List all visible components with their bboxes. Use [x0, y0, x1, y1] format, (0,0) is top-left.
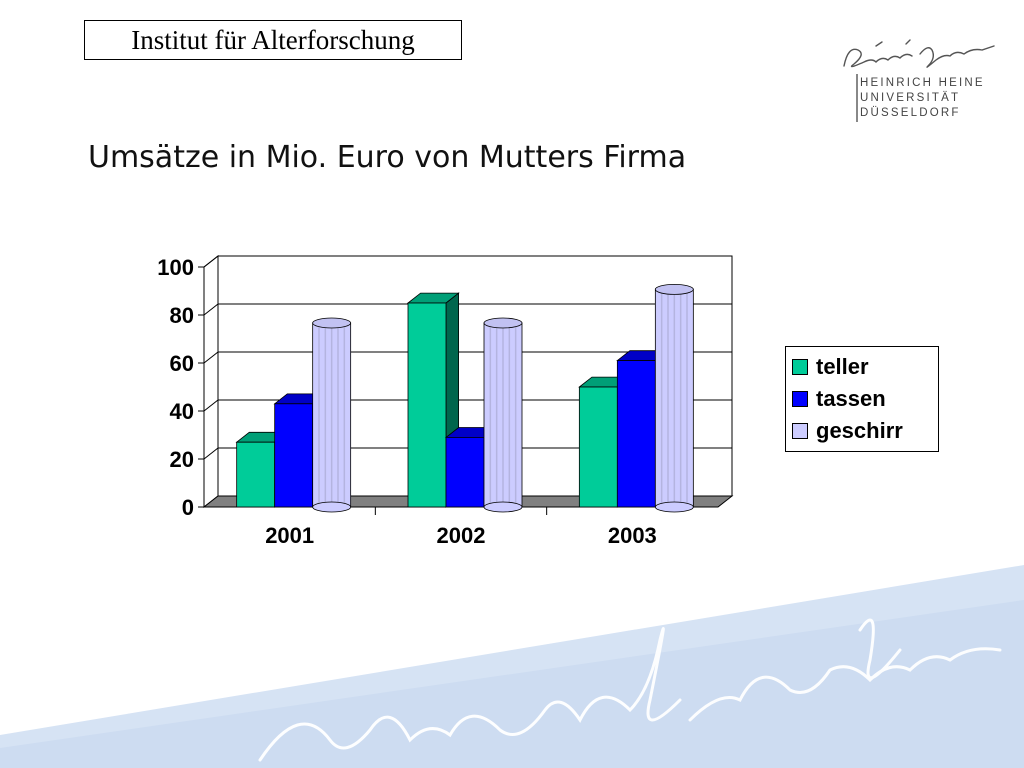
institute-label: Institut für Alterforschung [131, 25, 415, 55]
y-tick-label: 60 [170, 351, 194, 376]
legend-swatch-tassen [792, 391, 808, 407]
gridline-side [203, 303, 219, 316]
legend-label-geschirr: geschirr [816, 418, 903, 443]
legend-swatch-teller [792, 359, 808, 375]
gridline-side [203, 447, 219, 460]
bar-tassen-2002 [445, 436, 485, 508]
y-tick-label: 100 [157, 255, 194, 280]
y-tick-label: 80 [170, 303, 194, 328]
bar-cylinder-base [483, 501, 523, 513]
gridline-side [203, 255, 219, 268]
bar-cylinder-top [654, 284, 694, 295]
legend-item-teller: teller [792, 351, 938, 383]
bar-tassen-2003 [616, 360, 656, 508]
y-tick-label: 20 [170, 447, 194, 472]
logo-line-1: HEINRICH HEINE [860, 77, 985, 89]
x-tick-label: 2003 [608, 523, 657, 548]
bar-teller-2001 [236, 441, 276, 508]
legend-label-tassen: tassen [816, 386, 886, 411]
logo-rule [856, 74, 858, 122]
logo-line-3: DÜSSELDORF [860, 107, 961, 119]
legend-item-tassen: tassen [792, 383, 938, 415]
x-tick-label: 2001 [265, 523, 314, 548]
bar-cylinder-base [312, 501, 352, 513]
legend-item-geschirr: geschirr [792, 415, 938, 447]
slide-title: Umsätze in Mio. Euro von Mutters Firma [88, 140, 687, 175]
university-logo: HEINRICH HEINE UNIVERSITÄT DÜSSELDORF [836, 36, 996, 126]
signature-icon [843, 39, 995, 68]
institute-label-box: Institut für Alterforschung [84, 20, 462, 60]
x-tick-label: 2002 [437, 523, 486, 548]
bar-cylinder-top [483, 317, 523, 329]
chart-legend: teller tassen geschirr [785, 346, 939, 452]
bar-tassen-2001 [274, 403, 314, 508]
y-tick-label: 40 [170, 399, 194, 424]
bar-cylinder-top [312, 317, 352, 329]
bar-teller-2002 [407, 302, 447, 508]
gridline-side [203, 399, 219, 412]
legend-label-teller: teller [816, 354, 869, 379]
legend-swatch-geschirr [792, 423, 808, 439]
bar-chart: 0 20 40 60 80 100 2001 2002 2003 [157, 254, 734, 548]
bar-cylinder-base [654, 501, 694, 513]
plot-side-wall [203, 254, 219, 509]
bar-teller-2003 [578, 386, 618, 508]
y-tick-label: 0 [182, 495, 194, 520]
gridline-side [203, 351, 219, 364]
logo-line-2: UNIVERSITÄT [860, 92, 961, 104]
